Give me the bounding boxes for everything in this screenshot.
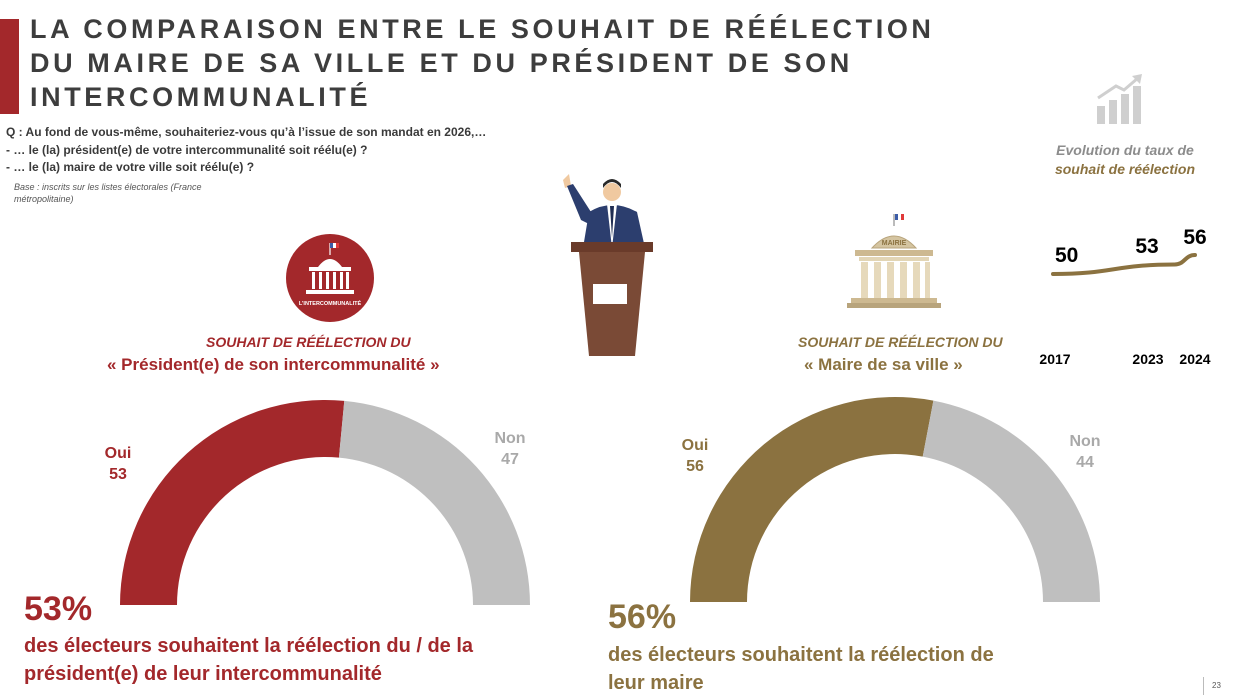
- right-gauge-segment-non: [922, 400, 1100, 602]
- left-oui-category: Oui: [104, 445, 132, 462]
- left-non-label: Non 47: [485, 428, 535, 470]
- right-gauge-segment-oui: [690, 397, 934, 602]
- right-section-subject: « Maire de sa ville »: [804, 355, 963, 374]
- page-title: LA COMPARAISON ENTRE LE SOUHAIT DE RÉÉLE…: [30, 12, 1030, 114]
- growth-chart-icon: [1097, 74, 1142, 124]
- question-item-maire: - … le (la) maire de votre ville soit ré…: [6, 160, 255, 174]
- left-non-value: 47: [501, 451, 519, 468]
- title-accent-bar: [0, 19, 19, 114]
- politician-podium-icon: [563, 174, 653, 356]
- question-item-president: - … le (la) président(e) de votre interc…: [6, 142, 368, 157]
- evolution-label-line-1: Evolution du taux de: [1056, 142, 1194, 158]
- right-non-category: Non: [1069, 433, 1101, 450]
- right-summary-line-1: des électeurs souhaitent la réélection d…: [608, 644, 994, 666]
- trend-value-2023: 53: [1135, 235, 1158, 258]
- question-block: Q : Au fond de vous-même, souhaiteriez-v…: [6, 124, 486, 177]
- title-line-1: LA COMPARAISON ENTRE LE SOUHAIT DE RÉÉLE…: [30, 14, 935, 44]
- left-gauge-segment-non: [338, 400, 530, 605]
- left-section-subject: « Président(e) de son intercommunalité »: [107, 355, 440, 374]
- title-line-3: INTERCOMMUNALITÉ: [30, 82, 372, 112]
- mairie-building-icon: MAIRIE: [847, 214, 941, 308]
- evolution-label: Evolution du taux de souhait de réélecti…: [1035, 141, 1215, 179]
- right-big-percent: 56%: [608, 598, 677, 636]
- intercommunalite-badge-icon: L’INTERCOMMUNALITÉ: [286, 234, 374, 322]
- left-gauge-segment-oui: [120, 400, 345, 605]
- question-text: Q : Au fond de vous-même, souhaiteriez-v…: [6, 125, 487, 139]
- left-gauge-chart: [120, 400, 530, 605]
- trend-value-2017: 50: [1055, 244, 1078, 267]
- trend-line-chart: 50 53 56 2017 2023 2024: [1039, 226, 1210, 367]
- right-section-heading: SOUHAIT DE RÉÉLECTION DU: [798, 334, 1003, 350]
- right-summary-line-2: leur maire: [608, 672, 704, 694]
- left-big-percent: 53%: [24, 590, 93, 628]
- evolution-label-line-2: souhait de réélection: [1054, 161, 1196, 177]
- trend-year-2023: 2023: [1132, 351, 1163, 367]
- left-summary-line-1: des électeurs souhaitent la réélection d…: [24, 635, 474, 657]
- left-oui-label: Oui 53: [93, 443, 143, 485]
- badge-text: L’INTERCOMMUNALITÉ: [299, 299, 362, 307]
- left-summary: des électeurs souhaitent la réélection d…: [24, 632, 473, 688]
- right-summary: des électeurs souhaitent la réélection d…: [608, 641, 994, 697]
- right-gauge-chart: [690, 397, 1100, 602]
- left-summary-line-2: président(e) de leur intercommunalité: [24, 663, 382, 685]
- right-oui-label: Oui 56: [670, 435, 720, 477]
- trend-line: [1051, 253, 1197, 276]
- left-oui-value: 53: [109, 466, 127, 483]
- page-number: 23: [1203, 677, 1221, 695]
- left-non-category: Non: [494, 430, 526, 447]
- right-oui-category: Oui: [681, 437, 709, 454]
- left-section-heading: SOUHAIT DE RÉÉLECTION DU: [206, 334, 411, 350]
- trend-value-2024: 56: [1183, 226, 1206, 249]
- base-note: Base : inscrits sur les listes électoral…: [14, 182, 202, 204]
- trend-year-2017: 2017: [1039, 351, 1070, 367]
- building-text: MAIRIE: [882, 240, 907, 247]
- right-oui-value: 56: [686, 458, 704, 475]
- right-non-value: 44: [1076, 454, 1094, 471]
- trend-year-2024: 2024: [1179, 351, 1210, 367]
- title-line-2: DU MAIRE DE SA VILLE ET DU PRÉSIDENT DE …: [30, 48, 853, 78]
- right-non-label: Non 44: [1060, 431, 1110, 473]
